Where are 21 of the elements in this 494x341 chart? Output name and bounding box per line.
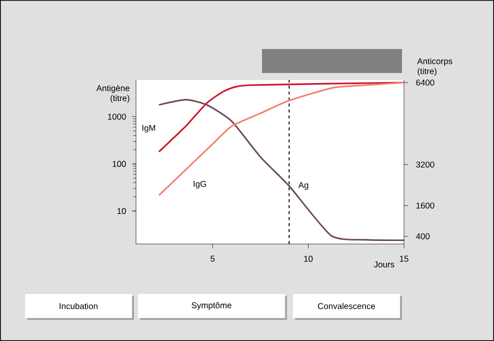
y-tick-label: 10 — [117, 208, 126, 214]
text: Incubation — [60, 302, 98, 310]
y2-tick-label: 3200 — [416, 162, 434, 168]
x-tick-label: 5 — [210, 256, 215, 262]
line-series — [158, 82, 405, 196]
series-label: IgM — [142, 124, 156, 133]
text: Convalescence — [318, 302, 376, 310]
y-tick-label: 1000 — [108, 114, 126, 120]
text: Symptôme — [192, 302, 232, 310]
x-tick-label: 15 — [400, 256, 408, 262]
y-axis-title: Antigène (titre) — [96, 84, 130, 103]
series-label: IgG — [194, 180, 206, 189]
y2-tick-label: 1600 — [416, 202, 434, 209]
x-tick-label: 10 — [304, 256, 313, 262]
y2-tick-label: 400 — [416, 233, 430, 240]
y2-tick-label: 6400 — [416, 80, 434, 86]
x-axis-title: Jours — [374, 262, 394, 268]
y-tick-label: 100 — [112, 160, 126, 167]
series-label: Ag — [298, 182, 308, 190]
y2-axis-title: Anticorps (titre) — [417, 58, 452, 76]
line-series — [158, 98, 405, 242]
